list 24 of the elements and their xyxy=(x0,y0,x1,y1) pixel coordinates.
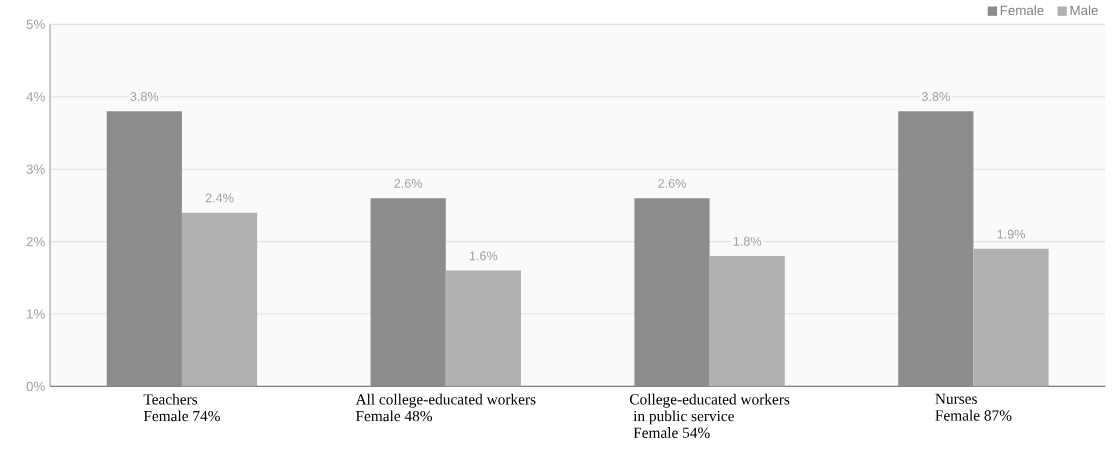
y-tick-label: 2% xyxy=(26,236,45,247)
bar xyxy=(973,248,1049,387)
text: 2.4% xyxy=(205,193,234,203)
x-tick-label: College-educated workers in public service Female 54% xyxy=(629,393,790,438)
text: 1.9% xyxy=(997,229,1026,239)
x-tick-label: Nurses Female 87% xyxy=(935,393,1012,421)
y-tick-label: 3% xyxy=(26,164,45,174)
text: 2.6% xyxy=(394,178,423,188)
bar xyxy=(181,212,258,387)
legend-label: Female xyxy=(1000,5,1044,15)
y-tick-label: 5% xyxy=(26,19,45,29)
text: 1.6% xyxy=(469,251,498,261)
text: 2.6% xyxy=(658,178,686,188)
legend-label: Male xyxy=(1070,5,1098,15)
text: 3.8% xyxy=(130,91,159,101)
x-tick-label: All college-educated workers Female 48% xyxy=(355,393,536,422)
y-tick-label: 4% xyxy=(26,91,45,102)
y-tick-label: 1% xyxy=(27,309,45,319)
text: 1.8% xyxy=(733,236,762,246)
y-tick-label: 0% xyxy=(26,381,45,391)
x-tick-label: Teachers Female 74% xyxy=(143,393,220,422)
bar xyxy=(709,255,785,387)
bar xyxy=(445,270,521,387)
text: 3.8% xyxy=(921,91,950,101)
